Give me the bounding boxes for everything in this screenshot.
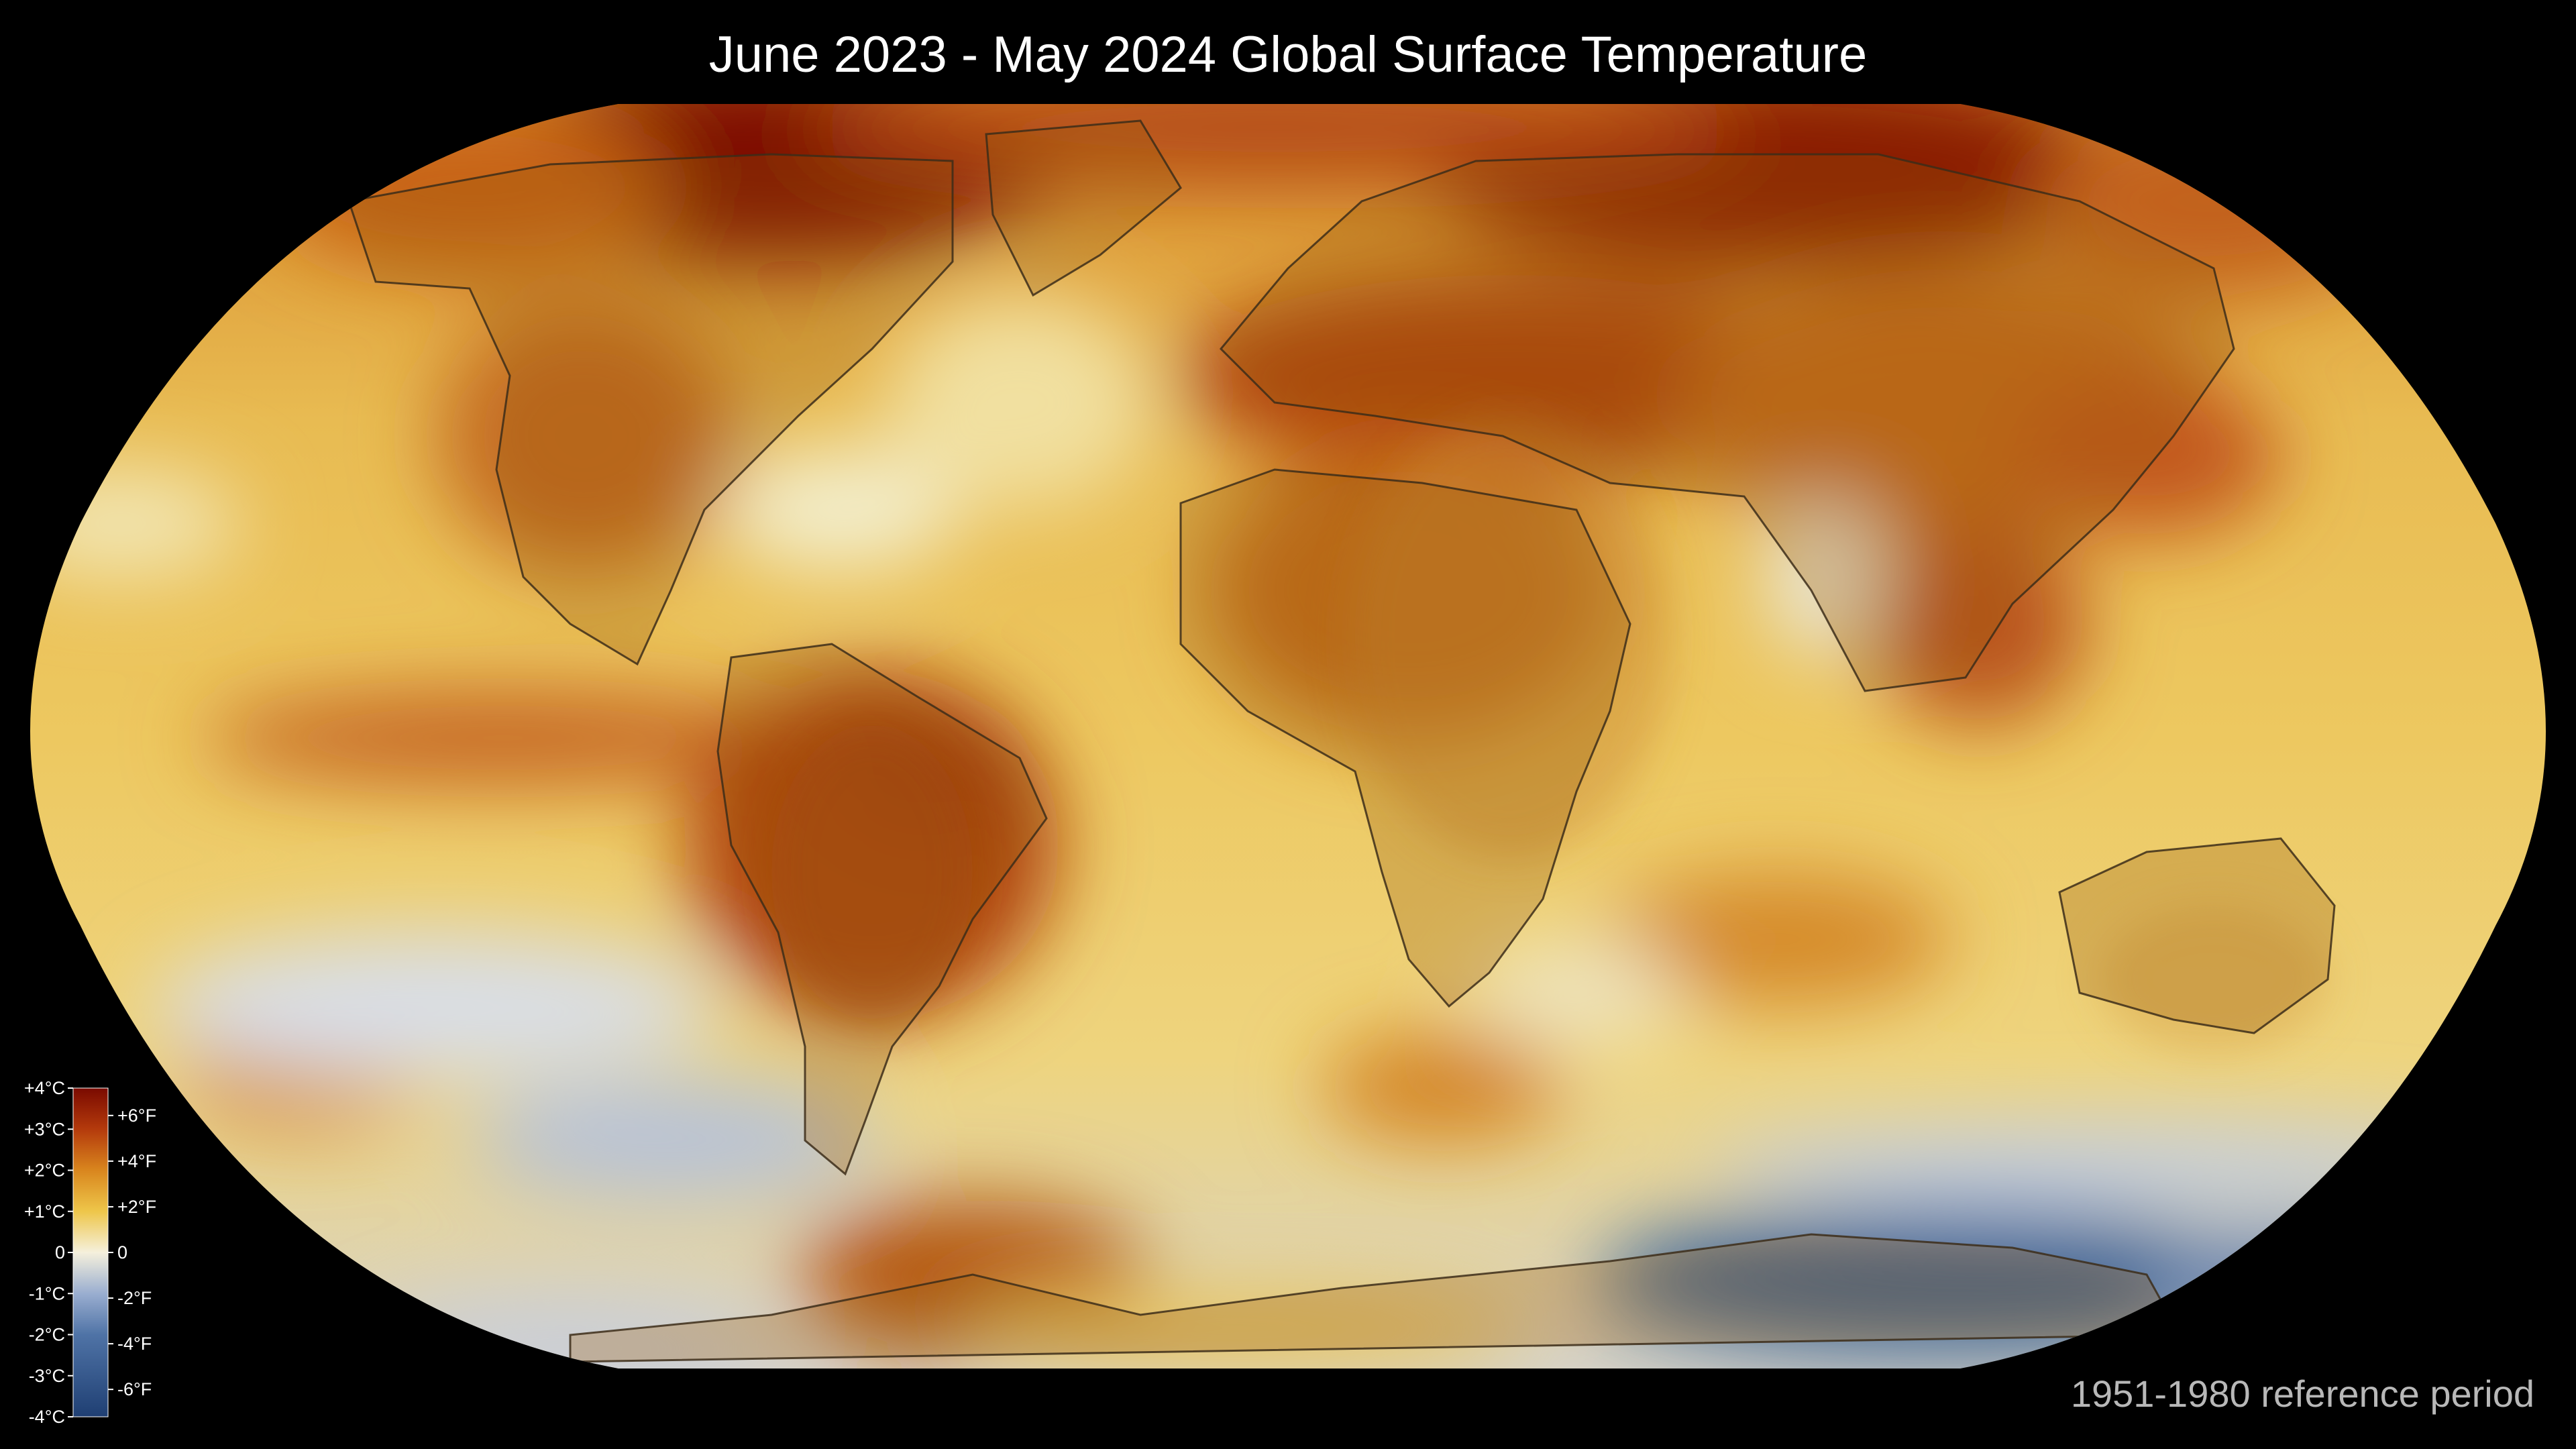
celsius-tick-label: +3°C bbox=[24, 1119, 65, 1139]
celsius-tick-label: -2°C bbox=[29, 1325, 65, 1345]
celsius-tick-label: -3°C bbox=[29, 1366, 65, 1386]
land-shading bbox=[771, 416, 2328, 1053]
greenland bbox=[985, 119, 1182, 297]
celsius-tick-label: +2°C bbox=[24, 1161, 65, 1181]
celsius-tick-label: -4°C bbox=[29, 1407, 65, 1427]
fahrenheit-scale: +6°F +4°F +2°F 0 -2°F -4°F -6°F bbox=[108, 1106, 156, 1399]
north-america bbox=[347, 153, 954, 666]
celsius-tick-label: +1°C bbox=[24, 1201, 65, 1222]
fahrenheit-tick-label: -4°F bbox=[117, 1334, 152, 1354]
fahrenheit-tick-label: +4°F bbox=[117, 1151, 156, 1171]
australia bbox=[2058, 837, 2336, 1034]
celsius-scale: +4°C +3°C +2°C +1°C 0 -1°C -2°C -3°C -4°C bbox=[24, 1078, 73, 1427]
globe bbox=[30, 104, 2546, 1368]
legend-color-bar bbox=[72, 1087, 109, 1417]
celsius-tick-label: -1°C bbox=[29, 1283, 65, 1303]
reference-period-note: 1951-1980 reference period bbox=[2070, 1373, 2534, 1415]
anomaly-field bbox=[30, 104, 2516, 1368]
fahrenheit-tick-label: +6°F bbox=[117, 1106, 156, 1126]
antarctica bbox=[569, 1233, 2182, 1363]
eurasia bbox=[1219, 153, 2235, 692]
fahrenheit-tick-label: -2°F bbox=[117, 1288, 152, 1308]
fahrenheit-tick-label: 0 bbox=[117, 1242, 127, 1263]
africa bbox=[1179, 468, 1631, 1008]
celsius-tick-label: +4°C bbox=[24, 1078, 65, 1098]
south-america bbox=[716, 643, 1048, 1176]
fahrenheit-tick-label: -6°F bbox=[117, 1379, 152, 1399]
map-title: June 2023 - May 2024 Global Surface Temp… bbox=[708, 26, 1868, 83]
fahrenheit-tick-label: +2°F bbox=[117, 1197, 156, 1217]
celsius-tick-label: 0 bbox=[55, 1242, 65, 1263]
